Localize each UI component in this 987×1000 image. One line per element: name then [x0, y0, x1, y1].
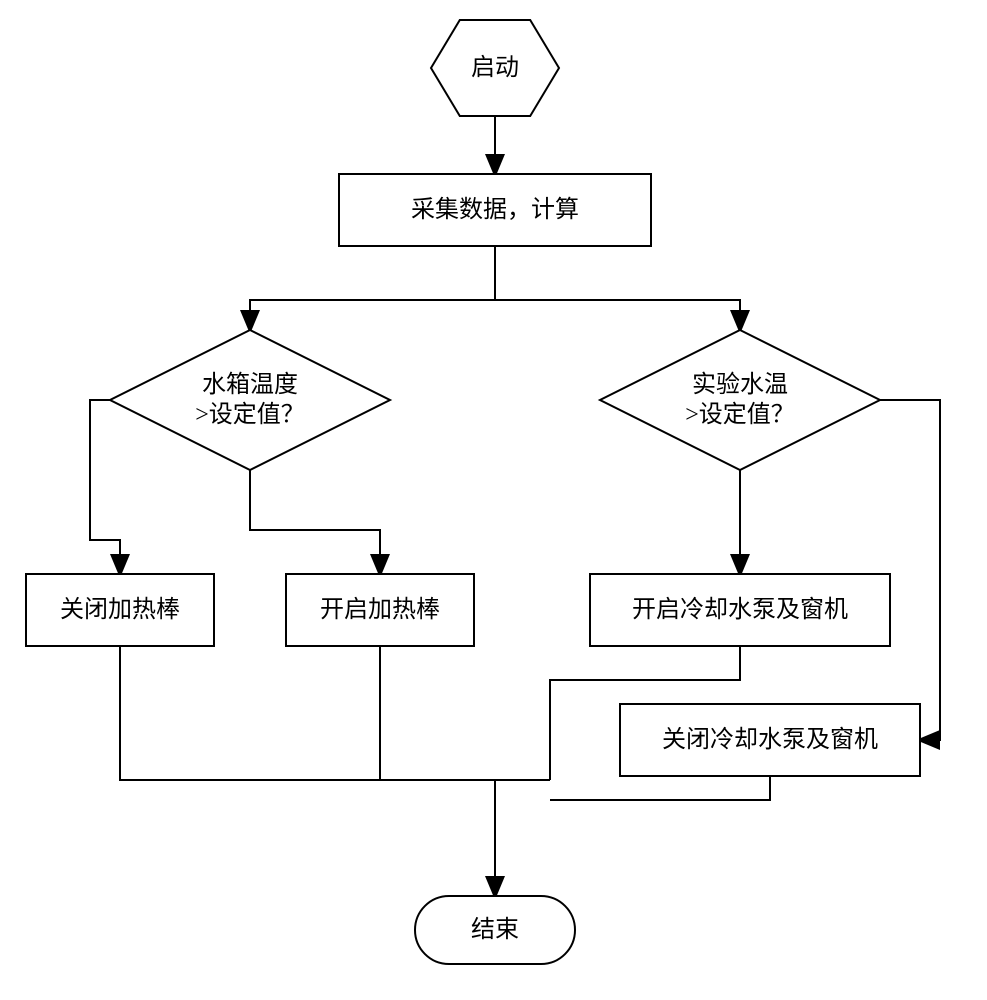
node-label-act4: 关闭冷却水泵及窗机 [662, 726, 878, 753]
edge-act2-down [380, 646, 550, 780]
node-label-end: 结束 [471, 916, 519, 943]
node-act3: 开启冷却水泵及窗机 [590, 574, 890, 646]
node-end: 结束 [415, 896, 575, 964]
node-shape-dec1 [110, 330, 390, 470]
node-label-act1: 关闭加热棒 [60, 596, 180, 623]
node-label-dec1-0: 水箱温度 [202, 371, 298, 398]
node-label-act2: 开启加热棒 [320, 596, 440, 623]
node-shape-dec2 [600, 330, 880, 470]
edge-act1-down [120, 646, 550, 780]
edge-collect [250, 246, 495, 330]
edge-act4-down [550, 776, 770, 800]
node-dec1: 水箱温度 >设定值？ [110, 330, 390, 470]
node-collect: 采集数据，计算 [339, 174, 651, 246]
node-label-dec1-1: >设定值？ [195, 401, 305, 428]
node-label-dec2-1: >设定值？ [685, 401, 795, 428]
node-label-act3: 开启冷却水泵及窗机 [632, 596, 848, 623]
node-label-dec2-0: 实验水温 [692, 371, 788, 398]
edge-dec1-left [90, 400, 120, 574]
node-dec2: 实验水温 >设定值？ [600, 330, 880, 470]
edge-collect [495, 300, 740, 330]
node-act4: 关闭冷却水泵及窗机 [620, 704, 920, 776]
node-act1: 关闭加热棒 [26, 574, 214, 646]
edge-dec1-bottom [250, 470, 380, 574]
node-act2: 开启加热棒 [286, 574, 474, 646]
node-label-collect: 采集数据，计算 [411, 196, 579, 223]
edge-dec2-right [880, 400, 940, 740]
node-label-start: 启动 [471, 54, 519, 81]
node-start: 启动 [431, 20, 559, 116]
